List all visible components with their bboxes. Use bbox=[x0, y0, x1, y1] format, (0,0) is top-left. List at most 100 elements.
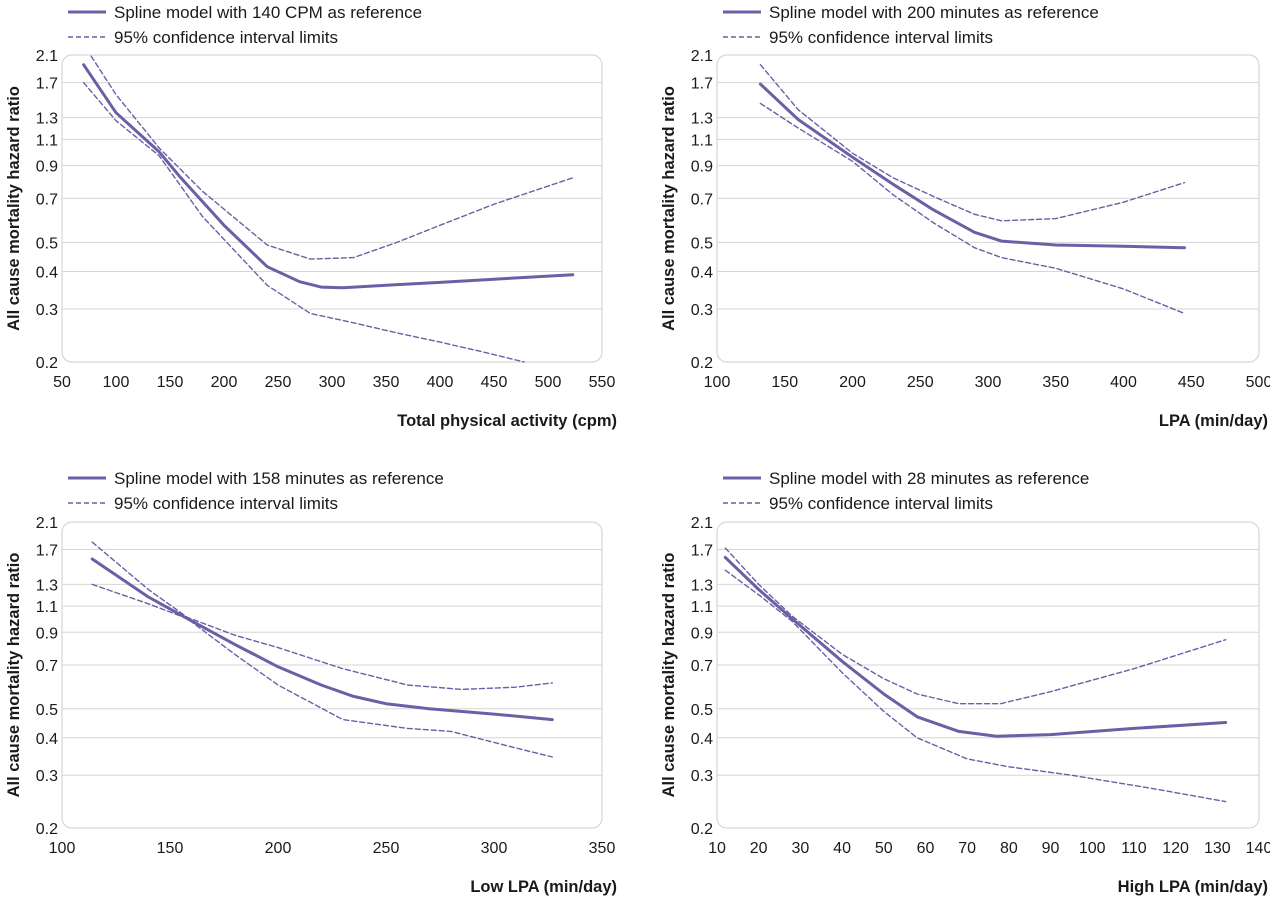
confidence-limit-line bbox=[759, 63, 1186, 222]
x-axis-label: LPA (min/day) bbox=[1159, 412, 1268, 430]
x-tick-label: 250 bbox=[265, 374, 292, 391]
y-tick-label: 0.5 bbox=[36, 235, 58, 252]
x-tick-label: 550 bbox=[589, 374, 616, 391]
legend-label: Spline model with 158 minutes as referen… bbox=[114, 469, 444, 488]
x-tick-label: 140 bbox=[1246, 840, 1270, 857]
x-tick-label: 350 bbox=[373, 374, 400, 391]
x-tick-label: 200 bbox=[265, 840, 292, 857]
legend: Spline model with 140 CPM as reference 95… bbox=[68, 3, 422, 47]
x-tick-label: 100 bbox=[49, 840, 76, 857]
y-tick-label: 0.7 bbox=[691, 191, 713, 208]
y-axis-label: All cause mortality hazard ratio bbox=[660, 86, 678, 331]
plot-frame bbox=[61, 521, 603, 829]
x-tick-label: 450 bbox=[1178, 374, 1205, 391]
y-tick-label: 0.7 bbox=[691, 658, 713, 675]
y-tick-label: 1.1 bbox=[691, 132, 713, 149]
x-tick-label: 150 bbox=[157, 840, 184, 857]
x-axis-label: High LPA (min/day) bbox=[1118, 878, 1268, 896]
confidence-limit-line bbox=[724, 569, 1227, 803]
y-tick-label: 0.9 bbox=[36, 625, 58, 642]
legend: Spline model with 28 minutes as referenc… bbox=[723, 469, 1089, 513]
y-tick-label: 0.9 bbox=[36, 159, 58, 176]
x-axis-label: Total physical activity (cpm) bbox=[397, 412, 617, 430]
x-tick-label: 50 bbox=[875, 840, 893, 857]
confidence-limit-line bbox=[90, 55, 574, 260]
x-tick-label: 70 bbox=[958, 840, 976, 857]
x-tick-label: 20 bbox=[750, 840, 768, 857]
y-tick-label: 1.7 bbox=[36, 542, 58, 559]
chart-panel-3: 0.2 0.3 0.4 0.5 0.7 0.9 1.1 1.3 1.7 2.1 100 150 200 2… bbox=[5, 469, 617, 896]
x-tick-label: 40 bbox=[833, 840, 851, 857]
spline-model-line bbox=[90, 557, 554, 722]
spline-model-line bbox=[758, 82, 1186, 250]
x-tick-label: 150 bbox=[771, 374, 798, 391]
confidence-limit-line bbox=[82, 81, 525, 363]
x-tick-label: 500 bbox=[1246, 374, 1270, 391]
spline-model-line bbox=[82, 63, 575, 290]
legend-label: 95% confidence interval limits bbox=[114, 28, 338, 47]
y-axis-label: All cause mortality hazard ratio bbox=[5, 86, 23, 331]
y-tick-label: 2.1 bbox=[36, 515, 58, 532]
x-tick-label: 10 bbox=[708, 840, 726, 857]
y-tick-label: 0.3 bbox=[691, 302, 713, 319]
x-tick-label: 80 bbox=[1000, 840, 1018, 857]
y-tick-label: 0.4 bbox=[691, 265, 713, 282]
confidence-limit-line bbox=[724, 547, 1227, 705]
y-tick-label: 0.5 bbox=[691, 702, 713, 719]
plot-frame bbox=[716, 521, 1260, 829]
y-tick-label: 1.3 bbox=[691, 111, 713, 128]
legend-label: Spline model with 140 CPM as reference bbox=[114, 3, 422, 22]
x-tick-label: 400 bbox=[427, 374, 454, 391]
legend-label: 95% confidence interval limits bbox=[769, 28, 993, 47]
x-tick-label: 100 bbox=[103, 374, 130, 391]
spline-model-line bbox=[723, 555, 1228, 738]
y-tick-label: 0.2 bbox=[36, 355, 58, 372]
legend-label: 95% confidence interval limits bbox=[114, 494, 338, 513]
legend: Spline model with 158 minutes as referen… bbox=[68, 469, 444, 513]
y-tick-label: 1.7 bbox=[691, 76, 713, 93]
x-tick-label: 30 bbox=[791, 840, 809, 857]
y-tick-label: 0.7 bbox=[36, 658, 58, 675]
x-tick-label: 200 bbox=[211, 374, 238, 391]
y-tick-label: 1.1 bbox=[36, 599, 58, 616]
y-tick-label: 1.3 bbox=[36, 577, 58, 594]
x-axis-label: Low LPA (min/day) bbox=[470, 878, 617, 896]
plot-frame bbox=[716, 54, 1260, 363]
y-axis-label: All cause mortality hazard ratio bbox=[660, 553, 678, 798]
y-tick-label: 1.1 bbox=[691, 599, 713, 616]
confidence-limit-line bbox=[91, 583, 553, 758]
x-tick-label: 400 bbox=[1110, 374, 1137, 391]
y-tick-label: 2.1 bbox=[691, 515, 713, 532]
y-axis-label: All cause mortality hazard ratio bbox=[5, 553, 23, 798]
legend-label: Spline model with 28 minutes as referenc… bbox=[769, 469, 1089, 488]
y-tick-label: 0.4 bbox=[36, 731, 58, 748]
legend-label: 95% confidence interval limits bbox=[769, 494, 993, 513]
x-tick-label: 60 bbox=[917, 840, 935, 857]
y-tick-label: 0.4 bbox=[36, 265, 58, 282]
x-tick-label: 100 bbox=[1079, 840, 1106, 857]
x-tick-label: 350 bbox=[589, 840, 616, 857]
chart-panel-1: 0.2 0.3 0.4 0.5 0.7 0.9 1.1 1.3 1.7 2.1 50 100 150 20… bbox=[5, 3, 617, 430]
y-tick-label: 0.3 bbox=[691, 768, 713, 785]
chart-panel-4: 0.2 0.3 0.4 0.5 0.7 0.9 1.1 1.3 1.7 2.1 10 20 30 40 50… bbox=[660, 469, 1270, 896]
y-tick-label: 0.3 bbox=[36, 768, 58, 785]
y-tick-label: 0.7 bbox=[36, 191, 58, 208]
x-tick-label: 100 bbox=[704, 374, 731, 391]
x-tick-label: 150 bbox=[157, 374, 184, 391]
y-tick-label: 1.7 bbox=[36, 76, 58, 93]
y-tick-label: 0.2 bbox=[691, 355, 713, 372]
y-tick-label: 0.5 bbox=[36, 702, 58, 719]
y-tick-label: 0.9 bbox=[691, 159, 713, 176]
x-tick-label: 300 bbox=[319, 374, 346, 391]
y-tick-label: 0.2 bbox=[691, 821, 713, 838]
x-tick-label: 450 bbox=[481, 374, 508, 391]
y-tick-label: 0.9 bbox=[691, 625, 713, 642]
legend-label: Spline model with 200 minutes as referen… bbox=[769, 3, 1099, 22]
x-tick-label: 50 bbox=[53, 374, 71, 391]
x-tick-label: 300 bbox=[481, 840, 508, 857]
x-tick-label: 350 bbox=[1042, 374, 1069, 391]
x-tick-label: 250 bbox=[373, 840, 400, 857]
x-tick-label: 130 bbox=[1204, 840, 1231, 857]
y-tick-label: 1.1 bbox=[36, 132, 58, 149]
x-tick-label: 250 bbox=[907, 374, 934, 391]
